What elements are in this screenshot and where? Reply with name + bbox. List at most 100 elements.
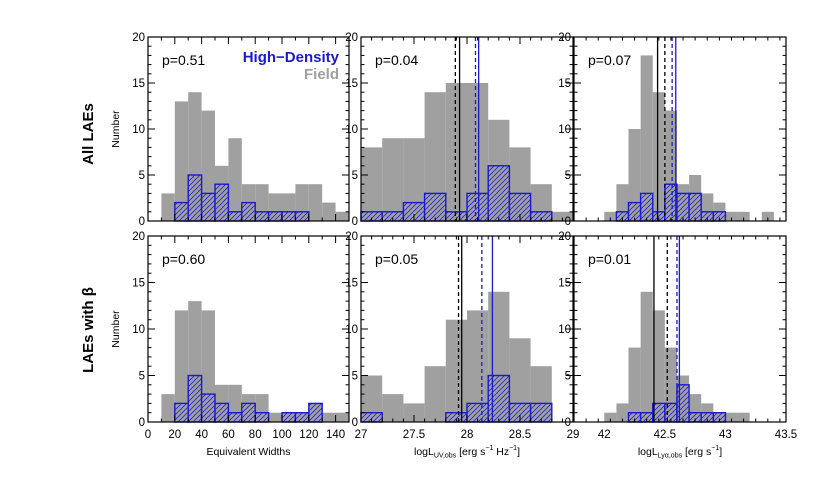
- field-bar: [737, 412, 750, 422]
- high-density-bar: [487, 374, 511, 423]
- high-density-bar: [241, 402, 256, 423]
- p-value-label: p=0.05: [375, 251, 418, 267]
- y-tick-label: 15: [345, 78, 358, 90]
- p-value-label: p=0.60: [162, 251, 205, 267]
- high-density-bar: [214, 402, 230, 423]
- field-bar: [761, 211, 774, 221]
- field-bar: [467, 83, 489, 221]
- x-axis-label-part: UV,obs: [434, 453, 457, 460]
- y-tick-label: 0: [352, 216, 358, 228]
- high-density-bar: [308, 402, 323, 423]
- y-tick-label: 0: [565, 216, 571, 228]
- field-bar: [382, 394, 404, 422]
- y-tick-label: 20: [132, 231, 145, 243]
- high-density-bar: [227, 211, 243, 222]
- field-bar: [616, 403, 629, 422]
- field-bar: [737, 211, 750, 221]
- field-bar: [424, 366, 446, 422]
- high-density-bar: [281, 412, 297, 423]
- high-density-bar: [294, 211, 310, 222]
- y-tick-label: 5: [352, 170, 358, 182]
- field-bar: [604, 211, 617, 221]
- x-axis-label-part: −1: [509, 445, 517, 452]
- field-bar: [652, 92, 665, 221]
- field-bar: [361, 375, 383, 422]
- field-bar: [725, 412, 738, 422]
- histogram-panel: 42 42.5 43 43.5 0 5 10 15 20 p=0.01 logLLyα,obs [e…: [558, 231, 797, 460]
- y-tick-label: 0: [352, 417, 358, 429]
- x-axis-label-part: −1: [711, 445, 719, 452]
- high-density-bar: [639, 192, 654, 222]
- field-bar: [335, 412, 349, 422]
- y-tick-label: 5: [565, 371, 571, 383]
- histogram-panel: 0 20 40 60 80 100 120 140 0 5 10 15 20 p=0.60 Number Eq…: [110, 231, 350, 458]
- p-value-label: p=0.04: [375, 52, 418, 68]
- high-density-bar: [254, 211, 270, 222]
- x-tick-label: 20: [168, 429, 181, 441]
- field-bar: [628, 347, 641, 422]
- y-tick-label: 10: [345, 124, 358, 136]
- x-tick-label: 100: [272, 429, 291, 441]
- y-tick-label: 15: [558, 78, 571, 90]
- field-bar: [604, 412, 617, 422]
- field-bar: [268, 412, 282, 422]
- field-bar: [628, 129, 641, 221]
- field-bar: [174, 310, 189, 422]
- field-bar: [174, 101, 189, 221]
- y-axis-label: Number: [110, 110, 122, 148]
- field-bar: [403, 403, 425, 422]
- y-tick-label: 10: [558, 324, 571, 336]
- x-axis-label-part: [erg s: [682, 446, 711, 458]
- field-bar: [361, 147, 383, 221]
- x-tick-label: 28.5: [509, 429, 531, 441]
- field-bar: [382, 138, 404, 221]
- y-tick-label: 5: [352, 371, 358, 383]
- y-tick-label: 20: [345, 32, 358, 44]
- field-bar: [322, 202, 336, 221]
- high-density-bar: [187, 174, 203, 222]
- y-tick-label: 10: [132, 324, 145, 336]
- y-tick-label: 20: [345, 231, 358, 243]
- high-density-bar: [254, 412, 270, 423]
- x-tick-label: 120: [299, 429, 318, 441]
- high-density-bar: [267, 211, 283, 222]
- y-axis-label: Number: [110, 310, 122, 348]
- figure-labels: All LAEs LAEs with β High−Density Field: [80, 49, 340, 373]
- field-bar: [551, 211, 573, 221]
- field-bar: [445, 319, 467, 422]
- histogram-panel: 0 5 10 15 20 p=0.51 Number: [110, 32, 350, 228]
- high-density-bar: [174, 402, 189, 423]
- field-bar: [161, 394, 175, 422]
- y-tick-label: 15: [132, 78, 145, 90]
- x-tick-label: 43.5: [775, 429, 797, 441]
- x-axis-label-part: logL: [638, 446, 658, 458]
- field-bar: [424, 92, 446, 221]
- x-tick-label: 29: [567, 429, 580, 441]
- y-tick-label: 5: [139, 170, 145, 182]
- x-axis-label-part: ]: [517, 446, 520, 458]
- field-bar: [161, 193, 175, 221]
- x-tick-label: 80: [249, 429, 262, 441]
- x-axis-label-part: ]: [719, 446, 722, 458]
- x-tick-label: 140: [326, 429, 345, 441]
- row-label-all-laes: All LAEs: [80, 103, 97, 165]
- y-tick-label: 5: [139, 371, 145, 383]
- high-density-bar: [676, 192, 690, 222]
- y-tick-label: 10: [345, 324, 358, 336]
- x-axis-label: Equivalent Widths: [206, 446, 290, 458]
- field-bar: [509, 338, 531, 422]
- x-axis-label-part: Hz: [493, 446, 509, 458]
- field-bar: [640, 291, 653, 422]
- x-tick-label: 40: [195, 429, 208, 441]
- histogram-panel: 0 5 10 15 20 p=0.07: [558, 32, 787, 228]
- high-density-bar: [241, 201, 256, 222]
- field-bar: [335, 211, 349, 221]
- high-density-bar: [214, 183, 230, 222]
- x-tick-label: 42.5: [654, 429, 676, 441]
- y-tick-label: 15: [132, 278, 145, 290]
- high-density-bar: [281, 211, 297, 222]
- x-axis-label: logLLyα,obs [erg s−1]: [638, 445, 722, 460]
- x-tick-label: 28: [461, 429, 474, 441]
